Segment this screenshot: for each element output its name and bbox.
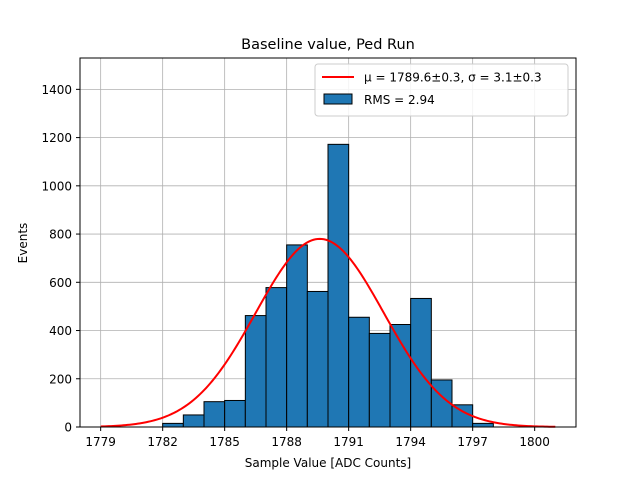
legend-bar-swatch	[324, 94, 352, 104]
histogram-bar	[307, 291, 328, 427]
x-tick-label: 1782	[147, 435, 178, 449]
histogram-bar	[328, 144, 349, 427]
histogram-bar	[183, 415, 204, 427]
histogram-bar	[204, 402, 225, 427]
histogram-bar	[369, 333, 390, 427]
y-tick-label: 400	[49, 324, 72, 338]
chart-title: Baseline value, Ped Run	[241, 37, 415, 53]
histogram-bar	[225, 400, 246, 427]
histogram-bar	[473, 423, 494, 427]
x-axis-ticks: 1779 1782 1785 1788 1791 1794 1797 1800	[85, 427, 550, 449]
histogram-bar	[287, 245, 308, 427]
histogram-bars	[163, 144, 494, 427]
y-tick-label: 0	[64, 421, 72, 435]
histogram-bar	[163, 423, 184, 427]
x-axis-label: Sample Value [ADC Counts]	[245, 456, 411, 470]
x-tick-label: 1800	[519, 435, 550, 449]
x-tick-label: 1791	[333, 435, 364, 449]
x-tick-label: 1797	[457, 435, 488, 449]
histogram-bar	[245, 316, 266, 427]
y-axis-ticks: 0 200 400 600 800 1000 1200 1400	[41, 83, 80, 435]
y-tick-label: 600	[49, 276, 72, 290]
y-tick-label: 1400	[41, 83, 72, 97]
legend-rms-label: RMS = 2.94	[364, 93, 435, 107]
y-tick-label: 800	[49, 228, 72, 242]
legend: μ = 1789.6±0.3, σ = 3.1±0.3 RMS = 2.94	[315, 64, 568, 116]
x-tick-label: 1788	[271, 435, 302, 449]
histogram-bar	[266, 288, 287, 427]
x-tick-label: 1785	[209, 435, 240, 449]
y-tick-label: 1200	[41, 131, 72, 145]
x-tick-label: 1794	[395, 435, 426, 449]
histogram-bar	[452, 405, 473, 427]
y-tick-label: 200	[49, 372, 72, 386]
x-tick-label: 1779	[85, 435, 116, 449]
y-axis-label: Events	[16, 223, 30, 264]
histogram-bar	[349, 317, 370, 427]
legend-fit-label: μ = 1789.6±0.3, σ = 3.1±0.3	[364, 71, 542, 85]
y-tick-label: 1000	[41, 179, 72, 193]
